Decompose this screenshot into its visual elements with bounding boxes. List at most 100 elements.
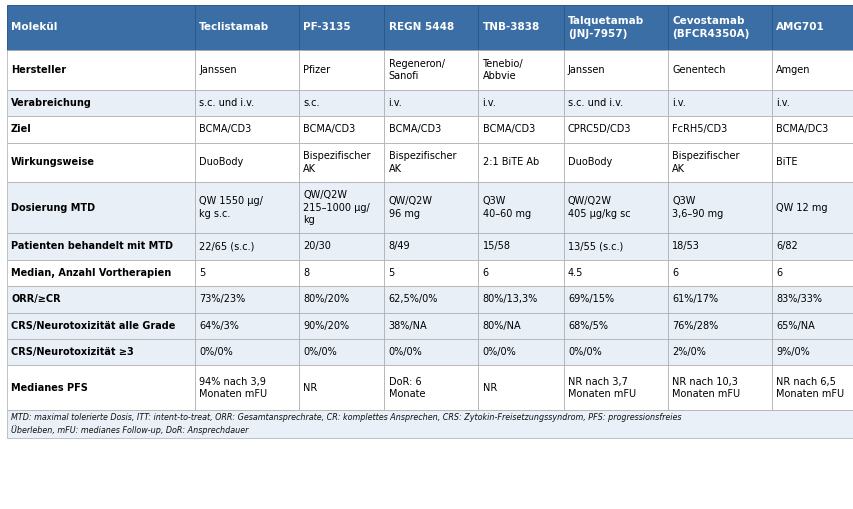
Bar (299, 260, 384, 286)
Text: Ziel: Ziel (11, 124, 32, 134)
Bar (478, 143, 563, 182)
Text: Patienten behandelt mit MTD: Patienten behandelt mit MTD (11, 241, 173, 251)
Text: QW/Q2W
405 µg/kg sc: QW/Q2W 405 µg/kg sc (567, 196, 630, 219)
Bar (299, 313, 384, 339)
Text: ORR/≥CR: ORR/≥CR (11, 294, 61, 304)
Text: Q3W
3,6–90 mg: Q3W 3,6–90 mg (671, 196, 722, 219)
Text: QW 1550 µg/
kg s.c.: QW 1550 µg/ kg s.c. (199, 196, 263, 219)
Text: 0%/0%: 0%/0% (482, 347, 516, 357)
Text: 8: 8 (303, 268, 309, 278)
Text: Janssen: Janssen (199, 65, 236, 75)
Bar (7, 50, 194, 90)
Text: BCMA/CD3: BCMA/CD3 (482, 124, 534, 134)
Bar (384, 365, 478, 410)
Bar (667, 286, 771, 313)
Bar (299, 365, 384, 410)
Text: CPRC5D/CD3: CPRC5D/CD3 (567, 124, 630, 134)
Bar (563, 233, 667, 260)
Text: 0%/0%: 0%/0% (303, 347, 337, 357)
Text: 61%/17%: 61%/17% (671, 294, 717, 304)
Bar (478, 50, 563, 90)
Bar (563, 90, 667, 116)
Text: 6: 6 (671, 268, 677, 278)
Text: 5: 5 (388, 268, 394, 278)
Bar (7, 143, 194, 182)
Text: 6/82: 6/82 (775, 241, 797, 251)
Bar (771, 90, 853, 116)
Text: QW 12 mg: QW 12 mg (775, 203, 827, 213)
Bar (771, 5, 853, 50)
Text: s.c.: s.c. (303, 98, 319, 108)
Bar (384, 233, 478, 260)
Bar (384, 339, 478, 365)
Bar (563, 260, 667, 286)
Text: AMG701: AMG701 (775, 22, 824, 33)
Text: 38%/NA: 38%/NA (388, 321, 426, 331)
Bar (7, 260, 194, 286)
Text: NR: NR (303, 383, 317, 393)
Text: 18/53: 18/53 (671, 241, 699, 251)
Text: 0%/0%: 0%/0% (567, 347, 601, 357)
Text: DuoBody: DuoBody (567, 157, 612, 167)
Text: Bispezifischer
AK: Bispezifischer AK (671, 151, 739, 174)
Text: Genentech: Genentech (671, 65, 725, 75)
Bar (667, 143, 771, 182)
Text: NR nach 3,7
Monaten mFU: NR nach 3,7 Monaten mFU (567, 377, 635, 399)
Bar (478, 90, 563, 116)
Text: Medianes PFS: Medianes PFS (11, 383, 88, 393)
Bar (194, 313, 299, 339)
Bar (563, 365, 667, 410)
Bar (667, 313, 771, 339)
Text: 62,5%/0%: 62,5%/0% (388, 294, 438, 304)
Text: NR: NR (482, 383, 496, 393)
Text: Molekül: Molekül (11, 22, 57, 33)
Bar (771, 116, 853, 143)
Text: 9%/0%: 9%/0% (775, 347, 809, 357)
Text: 2%/0%: 2%/0% (671, 347, 705, 357)
Text: 13/55 (s.c.): 13/55 (s.c.) (567, 241, 623, 251)
Bar (299, 5, 384, 50)
Bar (478, 260, 563, 286)
Text: CRS/Neurotoxizität alle Grade: CRS/Neurotoxizität alle Grade (11, 321, 175, 331)
Text: Talquetamab
(JNJ-7957): Talquetamab (JNJ-7957) (567, 16, 643, 39)
Bar (667, 365, 771, 410)
Bar (771, 365, 853, 410)
Bar (667, 116, 771, 143)
Bar (563, 50, 667, 90)
Bar (299, 233, 384, 260)
Bar (563, 182, 667, 233)
Bar (384, 50, 478, 90)
Text: Wirkungsweise: Wirkungsweise (11, 157, 95, 167)
Bar (771, 313, 853, 339)
Text: Teclistamab: Teclistamab (199, 22, 269, 33)
Text: FcRH5/CD3: FcRH5/CD3 (671, 124, 727, 134)
Text: Q3W
40–60 mg: Q3W 40–60 mg (482, 196, 530, 219)
Bar (667, 182, 771, 233)
Bar (384, 286, 478, 313)
Bar (194, 143, 299, 182)
Text: BCMA/CD3: BCMA/CD3 (199, 124, 251, 134)
Bar (384, 90, 478, 116)
Text: 94% nach 3,9
Monaten mFU: 94% nach 3,9 Monaten mFU (199, 377, 267, 399)
Bar (667, 5, 771, 50)
Text: 64%/3%: 64%/3% (199, 321, 239, 331)
Bar (7, 313, 194, 339)
Bar (194, 286, 299, 313)
Text: i.v.: i.v. (671, 98, 685, 108)
Text: Cevostamab
(BFCR4350A): Cevostamab (BFCR4350A) (671, 16, 749, 39)
Text: 90%/20%: 90%/20% (303, 321, 349, 331)
Text: 73%/23%: 73%/23% (199, 294, 245, 304)
Text: 80%/NA: 80%/NA (482, 321, 520, 331)
Text: 8/49: 8/49 (388, 241, 409, 251)
Bar (771, 286, 853, 313)
Bar (194, 116, 299, 143)
Text: 6: 6 (482, 268, 488, 278)
Bar (667, 260, 771, 286)
Bar (478, 5, 563, 50)
Text: REGN 5448: REGN 5448 (388, 22, 453, 33)
Bar (299, 182, 384, 233)
Bar (299, 143, 384, 182)
Text: 0%/0%: 0%/0% (199, 347, 233, 357)
Text: 15/58: 15/58 (482, 241, 510, 251)
Text: 5: 5 (199, 268, 205, 278)
